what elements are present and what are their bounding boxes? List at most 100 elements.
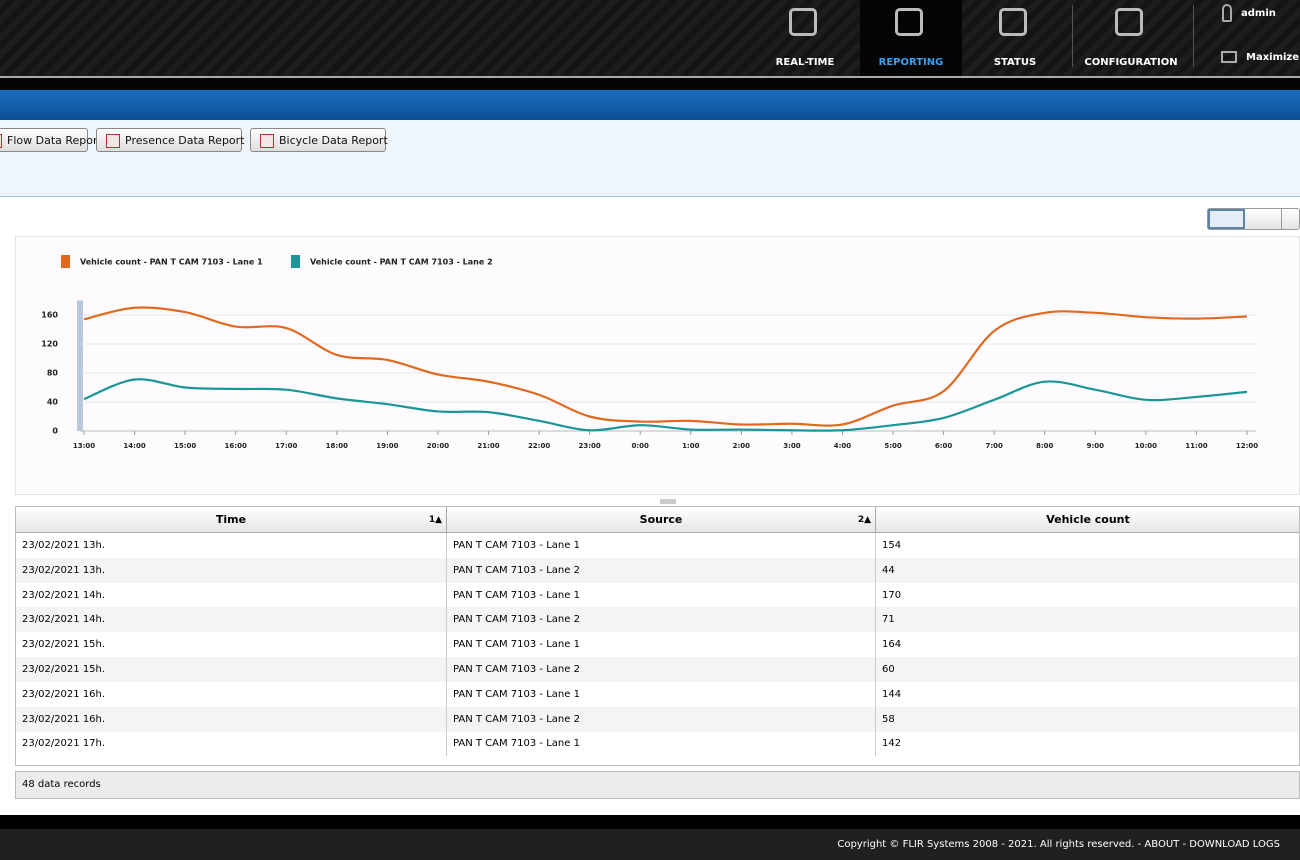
table-cell: 144 — [876, 682, 1299, 707]
separator — [1072, 5, 1073, 67]
table-cell: PAN T CAM 7103 - Lane 2 — [447, 706, 876, 732]
table-cell: PAN T CAM 7103 - Lane 2 — [447, 607, 876, 633]
table-cell: 23/02/2021 15h. — [16, 632, 447, 658]
table-row: 23/02/2021 15h. PAN T CAM 7103 - Lane 2 60 — [16, 657, 1299, 682]
x-tick-label: 19:00 — [376, 442, 398, 450]
table-cell: PAN T CAM 7103 - Lane 2 — [447, 557, 876, 583]
x-tick-label: 12:00 — [1236, 442, 1258, 450]
report-button[interactable]: Bicycle Data Report — [250, 128, 388, 152]
footer-link[interactable]: - ABOUT — [1137, 839, 1180, 850]
table-row: 23/02/2021 14h. PAN T CAM 7103 - Lane 1 17… — [16, 582, 1299, 608]
sort-badge: 2▲ — [857, 515, 871, 525]
chart-type-switch[interactable] — [1207, 208, 1300, 230]
series-line — [83, 378, 1248, 432]
table-cell: 23/02/2021 16h. — [16, 706, 447, 732]
nav-status[interactable]: STATUS — [970, 0, 1060, 76]
x-tick-label: 8:00 — [1036, 442, 1054, 450]
report-button[interactable]: Presence Data Report — [96, 128, 245, 152]
x-tick-label: 9:00 — [1087, 442, 1105, 450]
y-tick-label: 80 — [47, 369, 59, 378]
blue-band — [0, 90, 1300, 120]
x-tick-label: 10:00 — [1135, 442, 1157, 450]
record-count: 48 data records — [15, 771, 1300, 799]
x-tick-label: 16:00 — [225, 442, 247, 450]
y-tick-label: 0 — [52, 427, 58, 436]
chart-panel: 0 40 80 120 160 13:00 14:00 15:00 16:00 17:00 18:0… — [15, 236, 1300, 495]
table-cell: PAN T CAM 7103 - Lane 1 — [447, 731, 876, 757]
table-cell: 71 — [876, 607, 1299, 632]
chart-type-line[interactable] — [1245, 209, 1282, 229]
table-cell: 23/02/2021 17h. — [16, 731, 447, 757]
x-tick-label: 3:00 — [783, 442, 801, 450]
copyright: Copyright © FLIR Systems 2008 - 2021. Al… — [837, 839, 1135, 850]
nav-reporting[interactable]: REPORTING — [860, 0, 962, 76]
maximize-button[interactable]: Maximize — [1246, 52, 1300, 63]
nav-label: REAL-TIME — [775, 57, 835, 68]
column-header[interactable]: Time 1▲ — [16, 507, 447, 533]
table-row: 23/02/2021 14h. PAN T CAM 7103 - Lane 2 71 — [16, 607, 1299, 633]
nav-label: CONFIGURATION — [1084, 57, 1178, 68]
footer-bar: Copyright © FLIR Systems 2008 - 2021. Al… — [0, 815, 1300, 860]
table-row: 23/02/2021 13h. PAN T CAM 7103 - Lane 1 15… — [16, 533, 1299, 558]
column-header[interactable]: Vehicle count — [876, 507, 1299, 533]
table-cell: PAN T CAM 7103 - Lane 1 — [447, 632, 876, 658]
x-tick-label: 17:00 — [275, 442, 297, 450]
legend-swatch — [291, 255, 300, 268]
x-tick-label: 7:00 — [985, 442, 1003, 450]
chart-type-bar[interactable] — [1208, 209, 1245, 229]
legend-label: Vehicle count - PAN T CAM 7103 - Lane 2 — [310, 258, 493, 267]
table-cell: 23/02/2021 13h. — [16, 557, 447, 583]
table-cell: 23/02/2021 13h. — [16, 533, 447, 558]
x-tick-label: 6:00 — [935, 442, 953, 450]
y-axis-bar — [77, 300, 83, 431]
table-cell: 154 — [876, 533, 1299, 558]
legend-label: Vehicle count - PAN T CAM 7103 - Lane 1 — [80, 258, 263, 267]
table-cell: PAN T CAM 7103 - Lane 1 — [447, 681, 876, 707]
x-tick-label: 13:00 — [73, 442, 95, 450]
splitter-handle[interactable] — [660, 499, 676, 504]
report-button[interactable]: Flow Data Report — [0, 128, 102, 152]
x-tick-label: 18:00 — [326, 442, 348, 450]
data-table: Time 1▲ Source 2▲ Vehicle count 23/02/2021 13… — [15, 506, 1300, 766]
y-tick-label: 40 — [47, 398, 59, 407]
table-cell: 142 — [876, 731, 1299, 756]
table-row: 23/02/2021 17h. PAN T CAM 7103 - Lane 1 14… — [16, 731, 1299, 757]
top-bar: REAL-TIME REPORTING STATUS CONFIGURATION… — [0, 0, 1300, 78]
footer-link[interactable]: - DOWNLOAD LOGS — [1182, 839, 1280, 850]
y-tick-label: 160 — [41, 311, 58, 320]
bar-strip — [0, 78, 1300, 90]
nav-configuration[interactable]: CONFIGURATION — [1080, 0, 1182, 76]
table-cell: 60 — [876, 657, 1299, 682]
x-tick-label: 21:00 — [477, 442, 499, 450]
table-row: 23/02/2021 16h. PAN T CAM 7103 - Lane 1 14… — [16, 681, 1299, 707]
nav-real-time[interactable]: REAL-TIME — [760, 0, 850, 76]
table-cell: 164 — [876, 632, 1299, 657]
x-tick-label: 11:00 — [1185, 442, 1207, 450]
column-header[interactable]: Source 2▲ — [447, 507, 876, 533]
x-tick-label: 5:00 — [884, 442, 902, 450]
x-tick-label: 1:00 — [682, 442, 700, 450]
table-cell: 58 — [876, 707, 1299, 732]
nav-label: REPORTING — [878, 57, 944, 68]
x-tick-label: 4:00 — [834, 442, 852, 450]
table-cell: 44 — [876, 558, 1299, 583]
maximize-icon — [1221, 51, 1237, 63]
table-row: 23/02/2021 13h. PAN T CAM 7103 - Lane 2 44 — [16, 557, 1299, 583]
user-icon — [1222, 4, 1232, 22]
chart: 0 40 80 120 160 13:00 14:00 15:00 16:00 17:00 18:0… — [41, 255, 1258, 450]
table-cell: 23/02/2021 15h. — [16, 657, 447, 682]
user-name[interactable]: admin — [1241, 8, 1276, 19]
x-tick-label: 2:00 — [733, 442, 751, 450]
x-tick-label: 23:00 — [579, 442, 601, 450]
nav-label: STATUS — [993, 57, 1037, 68]
table-cell: PAN T CAM 7103 - Lane 1 — [447, 582, 876, 608]
x-tick-label: 14:00 — [123, 442, 145, 450]
legend-swatch — [61, 255, 70, 268]
x-tick-label: 15:00 — [174, 442, 196, 450]
table-body: 23/02/2021 13h. PAN T CAM 7103 - Lane 1 15… — [16, 533, 1299, 765]
y-tick-label: 120 — [41, 340, 58, 349]
x-tick-label: 22:00 — [528, 442, 550, 450]
separator — [1193, 5, 1194, 67]
table-row: 23/02/2021 15h. PAN T CAM 7103 - Lane 1 16… — [16, 632, 1299, 658]
